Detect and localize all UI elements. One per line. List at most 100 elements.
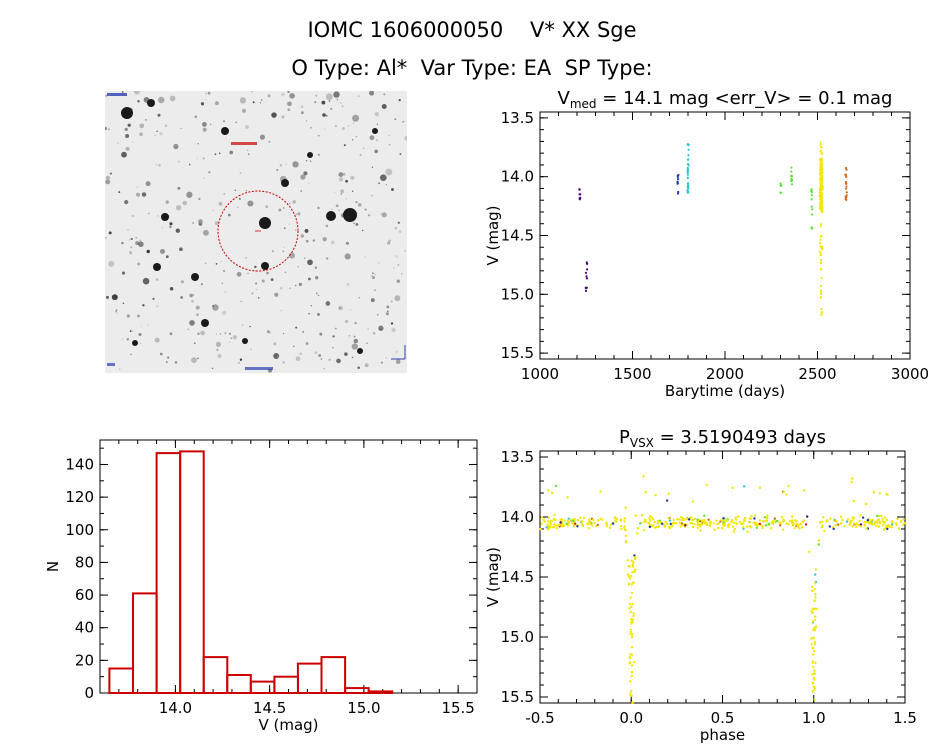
data-point [844, 196, 847, 199]
spectral-type: SP Type: [564, 56, 653, 80]
data-point [584, 289, 588, 292]
data-point [802, 519, 806, 522]
data-point [861, 516, 865, 519]
field-star [195, 313, 200, 317]
data-point [684, 524, 687, 527]
field-star [279, 286, 283, 290]
y-tick-label: 60 [75, 586, 94, 604]
data-point [823, 529, 826, 533]
data-point [687, 518, 691, 521]
data-point [608, 526, 612, 529]
field-star [302, 330, 305, 333]
corner-tag [107, 363, 115, 366]
field-star [138, 333, 142, 336]
field-star [317, 294, 320, 297]
field-star [398, 230, 402, 234]
data-point [687, 164, 690, 167]
field-star [229, 150, 234, 155]
data-point [593, 521, 596, 524]
data-point [686, 170, 689, 173]
data-point [850, 480, 853, 484]
y-tick-label: 100 [65, 521, 94, 539]
data-point [794, 523, 798, 526]
data-point [561, 525, 564, 528]
data-point [543, 520, 546, 523]
y-tick-label: 14.5 [501, 227, 534, 245]
data-point [803, 489, 806, 492]
data-point [863, 524, 866, 527]
data-point [754, 521, 757, 524]
field-star [133, 91, 140, 95]
field-star [180, 127, 182, 130]
data-point [819, 225, 822, 228]
field-star [342, 172, 346, 176]
field-star [245, 190, 248, 192]
field-star [399, 153, 402, 156]
field-star [108, 231, 112, 235]
field-star [124, 127, 128, 132]
field-star [204, 262, 207, 265]
data-point [758, 522, 762, 526]
eclipse-point [812, 665, 815, 669]
field-star [370, 274, 373, 277]
data-point [550, 491, 554, 495]
field-star [189, 293, 194, 298]
data-point [717, 526, 720, 530]
y-tick-label: 13.5 [501, 448, 534, 466]
data-point [605, 525, 608, 528]
data-point [743, 519, 746, 523]
field-star [289, 287, 291, 289]
field-star [372, 331, 376, 335]
field-star [307, 259, 313, 266]
bright-star [153, 263, 161, 271]
field-star [297, 212, 301, 216]
data-point [542, 518, 545, 521]
data-point [663, 524, 666, 527]
data-point [614, 519, 617, 522]
field-star [241, 324, 244, 326]
field-star [165, 361, 168, 363]
data-point [876, 514, 879, 518]
data-point [878, 522, 882, 525]
data-point [825, 519, 829, 523]
data-point [791, 524, 795, 527]
data-point [820, 179, 823, 182]
eclipse-point [630, 622, 633, 625]
bright-star [242, 338, 248, 344]
field-star [107, 128, 111, 131]
data-point [653, 520, 656, 524]
eclipse-point [631, 602, 634, 606]
field-star [175, 228, 180, 233]
field-star [136, 186, 139, 189]
field-star [344, 319, 349, 324]
field-star [364, 256, 366, 258]
field-star [319, 332, 323, 336]
field-star [142, 277, 150, 285]
bright-star [357, 348, 363, 354]
x-tick-label: 14.0 [159, 699, 192, 717]
field-star [295, 326, 298, 329]
field-star [266, 330, 270, 334]
field-star [173, 143, 179, 150]
data-point [725, 519, 729, 522]
field-star [351, 138, 354, 141]
eclipse-point [633, 661, 636, 664]
data-point [599, 490, 602, 493]
data-point [620, 527, 623, 531]
data-point [609, 523, 612, 526]
data-point [597, 519, 600, 522]
data-point [808, 550, 811, 553]
data-point [648, 525, 652, 529]
field-star [292, 200, 297, 204]
eclipse-point [629, 692, 632, 695]
field-star [397, 264, 400, 266]
data-point [820, 204, 824, 207]
field-star [195, 305, 200, 310]
field-star [180, 296, 183, 299]
field-star [353, 335, 356, 338]
field-star [118, 191, 121, 194]
field-star [192, 294, 195, 296]
field-star [139, 239, 142, 242]
data-point [863, 520, 867, 524]
data-point [791, 519, 794, 522]
